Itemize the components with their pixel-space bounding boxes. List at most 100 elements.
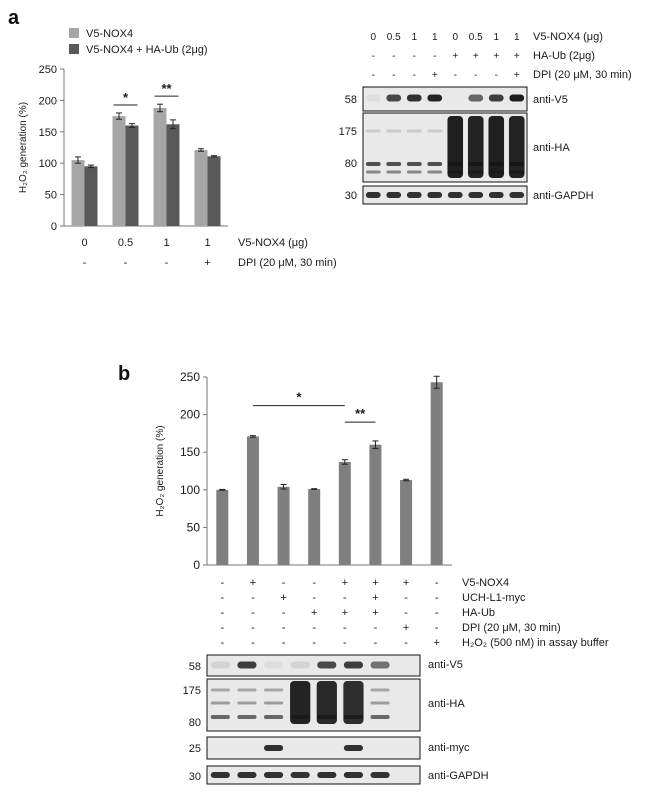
blot-a-band xyxy=(468,162,484,166)
chart-b-treatment-value: + xyxy=(403,622,409,634)
blot-a-band xyxy=(509,170,525,174)
chart-b-y-tick-label: 250 xyxy=(180,370,200,384)
blot-b-band xyxy=(237,715,257,719)
chart-b-y-tick-label: 100 xyxy=(180,483,200,497)
blot-a-lane-value: + xyxy=(493,51,499,62)
chart-a-legend-swatch xyxy=(69,28,79,38)
blot-a-lane-value: 1 xyxy=(514,32,520,43)
blot-a-band xyxy=(447,162,463,166)
blot-b-band xyxy=(263,745,284,751)
blot-b-band xyxy=(317,772,337,778)
chart-a-row-label: DPI (20 μM, 30 min) xyxy=(238,257,337,269)
chart-b-treatment-value: + xyxy=(250,577,256,589)
chart-b-bar xyxy=(246,436,259,565)
chart-a-significance-marker: * xyxy=(123,90,129,105)
panel-b-label: b xyxy=(118,363,130,385)
blot-b-strip xyxy=(206,736,421,760)
blot-b-band xyxy=(263,715,284,719)
blot-a-band xyxy=(488,192,504,198)
blot-a-band xyxy=(488,170,504,174)
blot-a-lane-value: - xyxy=(454,70,457,81)
blot-b-band xyxy=(263,772,284,778)
blot-b-strip xyxy=(206,765,421,785)
blot-a-lane-value: 1 xyxy=(411,32,417,43)
blot-b-strip xyxy=(206,678,421,732)
blot-a-marker: 175 xyxy=(339,126,357,138)
blot-a-lane-value: - xyxy=(392,51,395,62)
blot-a-marker: 80 xyxy=(345,158,357,170)
chart-a-bar xyxy=(194,150,208,226)
blot-a-band xyxy=(509,94,525,102)
chart-a-bar xyxy=(71,160,85,226)
chart-b-treatment-value: + xyxy=(280,592,286,604)
blot-a-band xyxy=(386,129,402,133)
blot-a-lane-value: - xyxy=(413,51,416,62)
blot-b-band xyxy=(237,661,257,669)
chart-a-y-tick-label: 200 xyxy=(39,95,57,107)
chart-a-treatment-rows: 0 0.5 1 1 V5-NOX4 (μg) - - - + DPI (20 μM, 30 min… xyxy=(81,237,336,269)
chart-a-row-value: - xyxy=(83,257,87,269)
chart-b-bar xyxy=(338,461,351,565)
chart-b-treatment-label: H₂O₂ (500 nM) in assay buffer xyxy=(462,637,609,649)
chart-b-treatment-value: + xyxy=(342,577,348,589)
chart-a-x-tick-label: 0 xyxy=(81,237,87,249)
chart-b-treatment-value: - xyxy=(312,577,316,589)
chart-b-treatment-value: - xyxy=(312,637,316,649)
blot-b-antibody-label: anti-V5 xyxy=(428,659,463,671)
blot-b-marker: 25 xyxy=(189,743,201,755)
blot-a-band xyxy=(406,192,422,198)
chart-b-significance-marker: ** xyxy=(355,406,366,421)
chart-b-treatment-value: - xyxy=(374,622,378,634)
chart-a-x-tick-label: 1 xyxy=(163,237,169,249)
chart-b-bar xyxy=(430,382,443,565)
blot-a-band xyxy=(468,170,484,174)
blot-a-band xyxy=(365,192,381,198)
chart-b-bar xyxy=(277,486,290,565)
chart-b-treatment-value: - xyxy=(435,622,439,634)
chart-a-row-value: + xyxy=(204,257,210,269)
blot-b-smear xyxy=(290,681,311,724)
blot-b-strip xyxy=(206,654,421,677)
blot-a-band xyxy=(427,162,443,166)
blot-a-row-label: HA-Ub (2μg) xyxy=(533,50,595,62)
blot-b-smear xyxy=(316,681,337,724)
blot-a-row-label: DPI (20 μM, 30 min) xyxy=(533,69,632,81)
blot-a-band xyxy=(468,94,484,102)
blot-b-band xyxy=(370,688,390,692)
blot-a-lane-value: - xyxy=(372,70,375,81)
blot-b-band xyxy=(370,661,390,669)
blot-b-band xyxy=(210,701,230,705)
blot-a-band xyxy=(386,170,402,174)
blot-a-strip xyxy=(362,185,528,205)
chart-b-bar xyxy=(308,489,321,565)
blot-b-marker: 30 xyxy=(189,771,201,783)
blot-a-band xyxy=(406,162,422,166)
chart-b-treatment-value: - xyxy=(435,592,439,604)
chart-b-treatment-value: + xyxy=(403,577,409,589)
chart-b-treatment-label: DPI (20 μM, 30 min) xyxy=(462,622,561,634)
chart-b-treatment-value: + xyxy=(342,607,348,619)
blot-b-band xyxy=(210,715,230,719)
chart-b-treatment-value: - xyxy=(251,637,255,649)
blot-b-antibody-label: anti-GAPDH xyxy=(428,770,489,782)
chart-b-treatment-value: - xyxy=(312,592,316,604)
blot-a-lane-value: 0 xyxy=(370,32,376,43)
chart-b-treatment-value: - xyxy=(282,607,286,619)
chart-b-treatment-value: - xyxy=(251,607,255,619)
blot-a-band xyxy=(427,129,443,133)
blot-b-band xyxy=(210,661,230,669)
chart-b-y-tick-label: 50 xyxy=(187,520,201,534)
blot-b-band xyxy=(343,661,364,669)
chart-b-treatment-value: - xyxy=(251,592,255,604)
blot-a-lane-value: + xyxy=(514,51,520,62)
chart-a-y-tick-label: 150 xyxy=(39,127,57,139)
blot-a-lane-value: + xyxy=(452,51,458,62)
blot-b-band xyxy=(317,715,337,719)
blot-a-marker: 30 xyxy=(345,190,357,202)
chart-a-bar xyxy=(112,116,126,226)
blot-a-lane-value: 0.5 xyxy=(469,32,483,43)
chart-a-row-value: - xyxy=(165,257,169,269)
chart-b-treatment-value: - xyxy=(435,607,439,619)
blot-a-lane-value: 0 xyxy=(452,32,458,43)
